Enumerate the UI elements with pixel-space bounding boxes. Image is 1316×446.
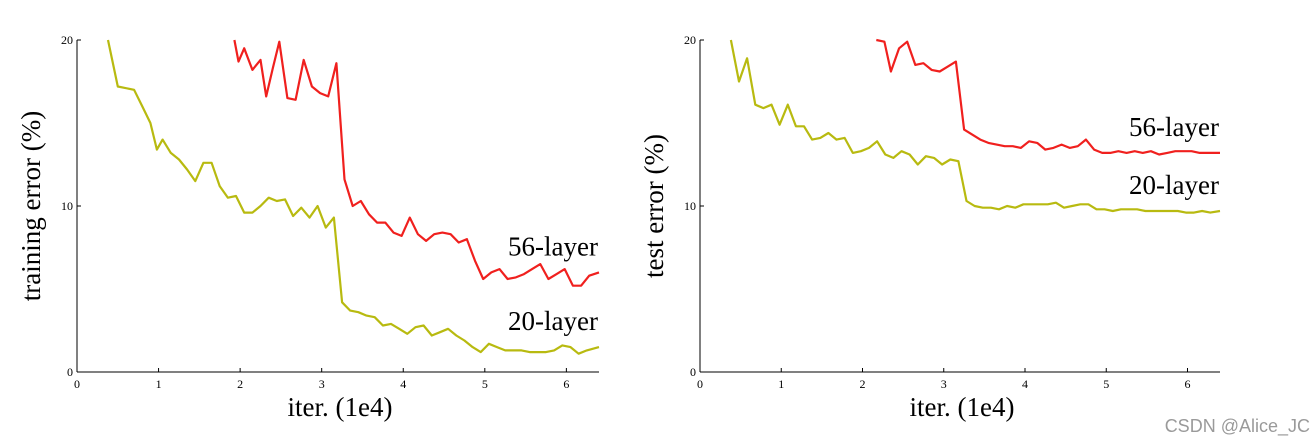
x-tick-label: 0	[74, 377, 80, 391]
y-tick-label: 20	[684, 33, 696, 47]
series-label: 56-layer	[508, 231, 598, 261]
y-tick-label: 10	[684, 199, 696, 213]
x-tick-label: 3	[941, 377, 947, 391]
y-axis-label: test error (%)	[639, 134, 669, 278]
x-tick-label: 5	[1103, 377, 1109, 391]
watermark: CSDN @Alice_JC	[1165, 416, 1310, 437]
x-tick-label: 4	[1022, 377, 1028, 391]
series-line	[729, 39, 1221, 214]
x-tick-label: 6	[563, 377, 569, 391]
x-axis-label: iter. (1e4)	[288, 392, 393, 422]
x-axis-label: iter. (1e4)	[910, 392, 1015, 422]
y-tick-label: 0	[690, 365, 696, 379]
x-tick-label: 4	[400, 377, 406, 391]
x-tick-label: 3	[319, 377, 325, 391]
x-tick-label: 1	[156, 377, 162, 391]
series-label: 56-layer	[1129, 112, 1219, 142]
y-tick-label: 20	[61, 33, 73, 47]
y-tick-label: 10	[61, 199, 73, 213]
series-label: 20-layer	[508, 306, 598, 336]
y-axis-label: training error (%)	[16, 111, 46, 301]
series-line	[106, 39, 600, 355]
x-tick-label: 2	[860, 377, 866, 391]
series-label: 20-layer	[1129, 170, 1219, 200]
y-tick-label: 0	[67, 365, 73, 379]
x-tick-label: 2	[237, 377, 243, 391]
x-tick-label: 1	[778, 377, 784, 391]
series-line	[876, 38, 1220, 156]
x-tick-label: 5	[482, 377, 488, 391]
series-line	[233, 39, 600, 287]
x-tick-label: 0	[697, 377, 703, 391]
x-tick-label: 6	[1185, 377, 1191, 391]
